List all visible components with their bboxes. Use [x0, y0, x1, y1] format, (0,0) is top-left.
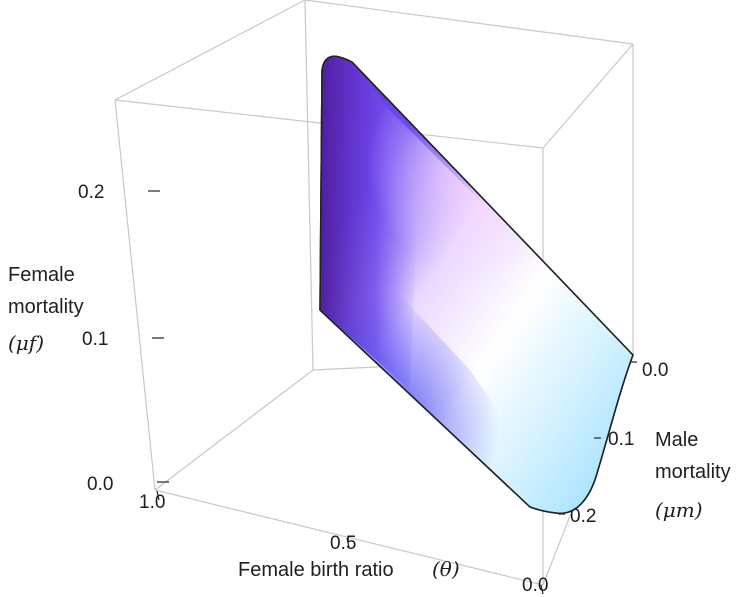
box-edge: [304, 0, 634, 45]
surface-outline: [319, 55, 634, 515]
box-edge: [542, 43, 634, 149]
theta-tick-label: 1.0: [139, 492, 165, 513]
surface-group: [319, 55, 634, 515]
theta-tick-label: 0.5: [330, 533, 356, 554]
mu-f-tick-label: 0.0: [87, 474, 113, 495]
theta-tick-label: 0.0: [522, 575, 548, 596]
surface-blue-shadow: [320, 220, 566, 512]
mu-m-axis-label-line2: mortality: [655, 461, 731, 483]
mu-m-tick-label: 0.2: [570, 506, 596, 527]
theta-tick-mark: [540, 584, 544, 595]
mu-f-axis-label-symbol: (μf): [8, 331, 44, 355]
mu-m-axis: 0.0 0.1 0.2 Male mortality (μm): [558, 360, 731, 527]
box-edge: [114, 99, 156, 491]
box-edge: [114, 0, 306, 101]
mu-f-axis: 0.2 0.1 0.0 Female mortality (μf): [8, 182, 169, 495]
mu-f-axis-label-line1: Female: [8, 264, 75, 286]
theta-tick-mark: [156, 490, 160, 501]
box-edge: [154, 369, 314, 491]
mu-m-axis-label-line1: Male: [655, 429, 698, 451]
mu-m-tick-label: 0.0: [642, 360, 668, 381]
box-edge: [304, 0, 314, 371]
theta-tick-mark: [346, 537, 350, 548]
theta-axis-symbol: (θ): [432, 557, 460, 581]
surface-pink-highlight: [330, 80, 633, 360]
mu-m-axis-label-symbol: (μm): [655, 498, 703, 522]
theta-axis-label: Female birth ratio: [238, 559, 394, 581]
mu-f-tick-label: 0.1: [82, 329, 108, 350]
box-edge: [154, 489, 544, 586]
theta-axis: 1.0 0.5 0.0 Female birth ratio (θ): [139, 490, 548, 596]
mu-f-axis-label-line2: mortality: [8, 296, 84, 318]
mu-f-tick-label: 0.2: [78, 182, 104, 203]
mu-m-tick-label: 0.1: [608, 429, 634, 450]
